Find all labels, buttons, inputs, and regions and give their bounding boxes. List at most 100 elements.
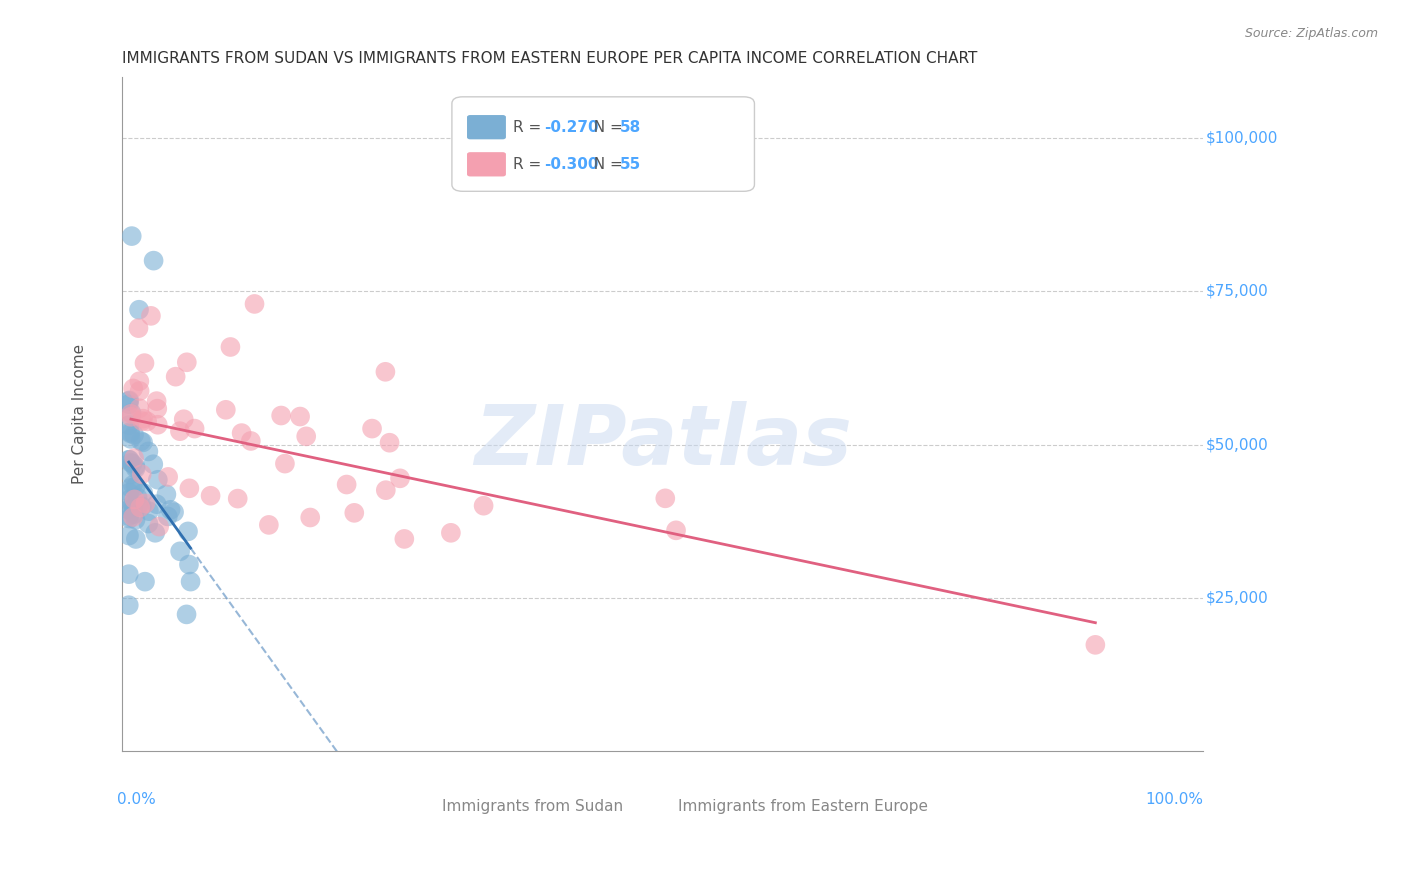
Point: [125, 532, 148, 546]
Point: [122, 451, 145, 466]
Point: [1084, 638, 1107, 652]
Point: [129, 434, 152, 449]
Point: [136, 414, 159, 428]
Point: [122, 510, 145, 524]
Point: [122, 507, 145, 521]
Point: [124, 459, 146, 474]
Point: [118, 393, 141, 408]
Point: [159, 503, 181, 517]
Point: [472, 499, 495, 513]
Point: [128, 384, 150, 398]
Point: [120, 426, 142, 441]
Point: [146, 473, 169, 487]
Point: [118, 397, 141, 411]
Point: [157, 470, 180, 484]
Point: [177, 524, 200, 539]
Point: [142, 457, 165, 471]
Point: [378, 435, 401, 450]
Point: [336, 477, 359, 491]
Text: IMMIGRANTS FROM SUDAN VS IMMIGRANTS FROM EASTERN EUROPE PER CAPITA INCOME CORREL: IMMIGRANTS FROM SUDAN VS IMMIGRANTS FROM…: [122, 51, 977, 66]
Point: [239, 434, 262, 448]
Point: [118, 598, 141, 612]
Point: [138, 444, 160, 458]
Point: [122, 427, 145, 442]
Point: [299, 510, 322, 524]
Point: [288, 409, 311, 424]
Point: [665, 524, 688, 538]
Point: [180, 574, 202, 589]
Point: [118, 511, 141, 525]
Point: [121, 406, 143, 420]
Point: [118, 509, 141, 524]
Point: [243, 297, 266, 311]
Point: [127, 491, 149, 505]
Text: R =: R =: [513, 157, 547, 172]
Point: [128, 302, 150, 317]
Point: [118, 418, 141, 433]
Point: [173, 412, 195, 426]
Point: [124, 492, 146, 507]
Point: [200, 489, 222, 503]
Point: [127, 500, 149, 514]
Point: [146, 401, 169, 416]
Point: [226, 491, 249, 506]
Point: [148, 519, 170, 533]
Point: [134, 356, 156, 370]
Point: [145, 394, 167, 409]
Point: [169, 424, 191, 438]
Point: [163, 505, 186, 519]
Point: [138, 516, 160, 531]
Point: [120, 481, 142, 495]
Point: [128, 401, 150, 416]
Point: [361, 421, 384, 435]
Point: [215, 402, 238, 417]
Point: [122, 500, 145, 515]
Point: [394, 532, 416, 546]
Text: Per Capita Income: Per Capita Income: [72, 344, 87, 484]
Text: Source: ZipAtlas.com: Source: ZipAtlas.com: [1244, 27, 1378, 40]
Point: [121, 229, 143, 244]
Point: [343, 506, 366, 520]
Point: [120, 407, 142, 421]
Point: [270, 409, 292, 423]
Point: [134, 574, 156, 589]
Point: [165, 369, 187, 384]
Point: [231, 426, 253, 441]
Point: [120, 467, 142, 482]
Point: [274, 457, 297, 471]
Text: N =: N =: [583, 120, 627, 135]
Point: [374, 365, 396, 379]
Point: [118, 485, 141, 500]
FancyBboxPatch shape: [467, 115, 506, 139]
Point: [118, 503, 141, 517]
Text: $50,000: $50,000: [1206, 437, 1268, 452]
FancyBboxPatch shape: [681, 790, 752, 811]
Point: [128, 321, 150, 335]
Text: 0.0%: 0.0%: [117, 792, 156, 807]
Text: Immigrants from Eastern Europe: Immigrants from Eastern Europe: [678, 798, 928, 814]
Point: [120, 432, 142, 446]
Text: ZIPatlas: ZIPatlas: [474, 401, 852, 482]
Point: [134, 496, 156, 510]
Point: [374, 483, 396, 498]
FancyBboxPatch shape: [451, 97, 755, 191]
Point: [156, 509, 179, 524]
Point: [132, 435, 155, 450]
FancyBboxPatch shape: [467, 153, 506, 177]
Text: 58: 58: [620, 120, 641, 135]
Point: [128, 374, 150, 388]
Point: [122, 478, 145, 492]
Point: [124, 461, 146, 475]
Point: [120, 409, 142, 424]
Text: -0.300: -0.300: [544, 157, 598, 172]
Point: [183, 422, 205, 436]
Point: [118, 394, 141, 409]
Point: [219, 340, 242, 354]
Point: [146, 417, 169, 432]
Text: -0.270: -0.270: [544, 120, 599, 135]
Point: [118, 452, 141, 467]
Point: [118, 567, 141, 582]
Point: [118, 425, 141, 439]
Point: [142, 253, 165, 268]
Point: [389, 471, 412, 485]
